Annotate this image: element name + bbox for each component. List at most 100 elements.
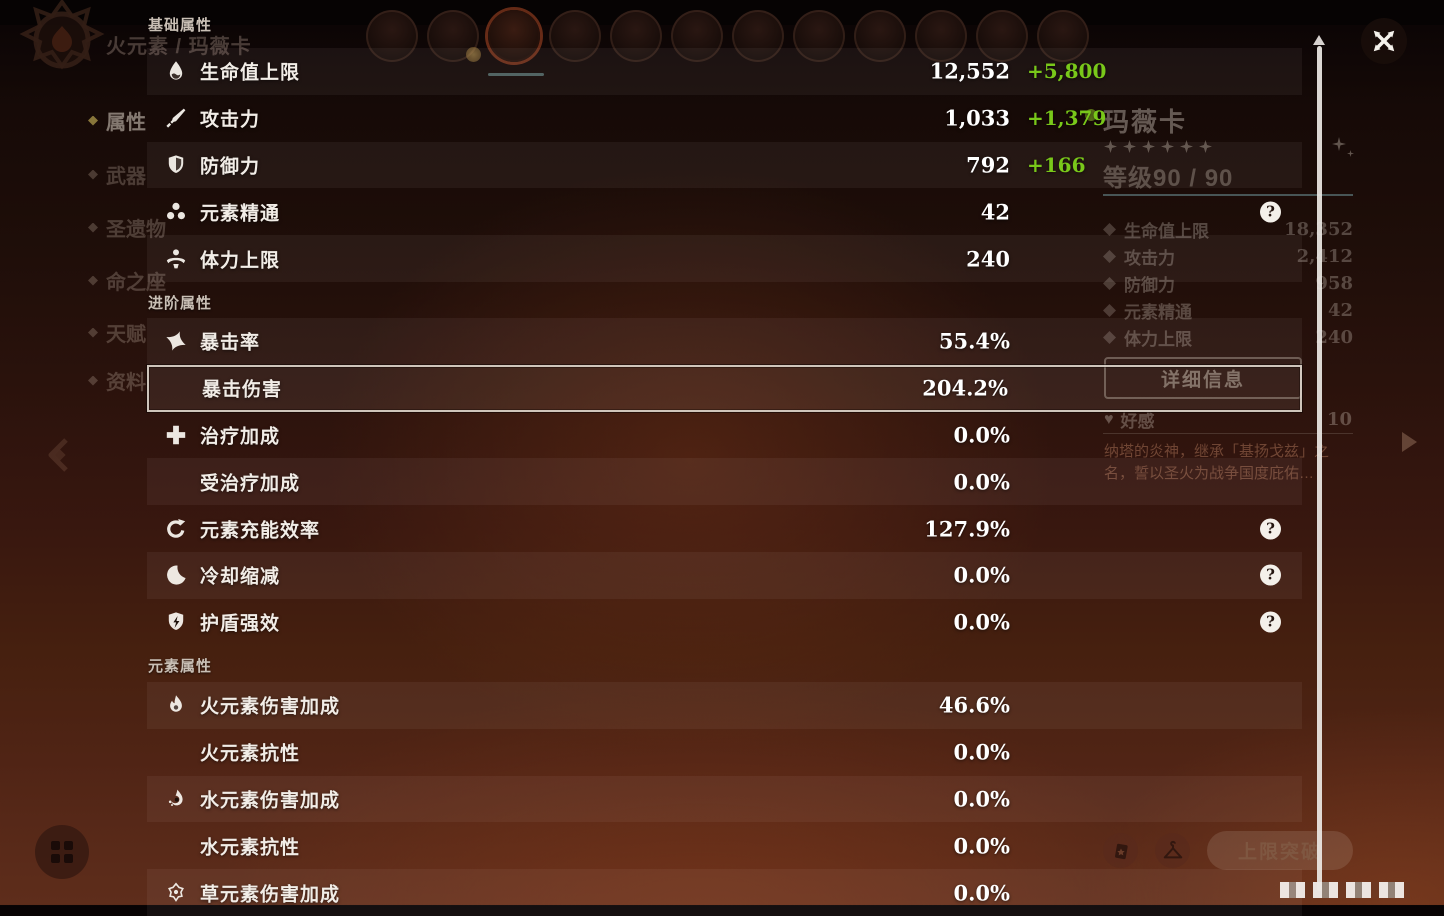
scroll-up-arrow-icon[interactable] — [1313, 35, 1325, 45]
stat-glyph-icon — [1103, 331, 1116, 344]
character-card-button[interactable] — [1103, 833, 1138, 868]
selected-avatar-underline — [488, 73, 544, 76]
party-avatar[interactable] — [427, 10, 481, 62]
sword-icon — [164, 106, 188, 130]
section-title: 元素属性 — [148, 658, 213, 675]
stat-row[interactable]: 生命值上限 12,552 +5,800 — [147, 48, 1302, 95]
stat-row[interactable]: 防御力 792 +166 — [147, 141, 1302, 189]
stat-row[interactable]: 受治疗加成 0.0% — [147, 458, 1302, 506]
nav-label: 圣遗物 — [106, 219, 166, 241]
ascension-button[interactable]: 上限突破 — [1207, 831, 1353, 870]
stat-label: 暴击率 — [200, 332, 261, 354]
diamond-bullet-icon — [88, 169, 98, 180]
element-badge-icon — [1085, 109, 1097, 121]
nav-item-6[interactable]: 资料 — [88, 366, 146, 395]
card-stat-label: 体力上限 — [1124, 330, 1192, 349]
card-divider — [1103, 433, 1353, 434]
stat-label: 元素精通 — [200, 203, 281, 225]
wardrobe-button[interactable] — [1155, 833, 1190, 868]
party-avatar[interactable] — [854, 10, 906, 62]
stat-row[interactable]: 水元素伤害加成 0.0% — [147, 775, 1302, 823]
nav-label: 属性 — [106, 112, 146, 134]
party-overview-button[interactable] — [35, 825, 89, 879]
hanger-icon — [1163, 840, 1182, 858]
friendship-label: 好感 — [1120, 412, 1155, 431]
stat-bonus-value: +5,800 — [1027, 59, 1107, 84]
previous-character-arrow-icon[interactable] — [44, 436, 72, 479]
party-avatar[interactable] — [793, 10, 845, 62]
party-avatar[interactable] — [732, 10, 784, 62]
stat-row[interactable]: 冷却缩减 0.0%? — [147, 552, 1302, 599]
party-avatar[interactable] — [976, 10, 1028, 62]
nav-item-4[interactable]: 命之座 — [88, 266, 166, 295]
stat-row[interactable]: 火元素伤害加成 46.6% — [147, 682, 1302, 729]
help-icon[interactable]: ? — [1260, 611, 1281, 633]
description-line: 纳塔的炎神，继承「基扬戈兹」之 — [1104, 443, 1330, 460]
nav-label: 命之座 — [106, 272, 166, 294]
stat-row[interactable]: 元素充能效率 127.9%? — [147, 505, 1302, 552]
stat-row[interactable]: 体力上限 240 — [147, 235, 1302, 282]
nav-item-5[interactable]: 天赋 — [88, 318, 146, 347]
help-icon[interactable]: ? — [1260, 201, 1281, 223]
section-title: 进阶属性 — [148, 295, 213, 312]
card-stat-value: 240 — [1315, 327, 1353, 348]
stat-value: 12,552 — [929, 58, 1010, 84]
next-character-arrow-icon[interactable] — [1402, 432, 1417, 452]
help-icon[interactable]: ? — [1260, 518, 1281, 540]
card-stat-row: 元素精通 42 — [1103, 297, 1353, 324]
nav-item-3[interactable]: 圣遗物 — [88, 213, 166, 242]
stat-row[interactable]: 攻击力 1,033 +1,379 — [147, 95, 1302, 142]
stat-label: 火元素抗性 — [200, 743, 301, 765]
party-avatar[interactable] — [366, 10, 418, 62]
stat-row[interactable]: 草元素伤害加成 0.0% — [147, 869, 1302, 916]
party-avatar[interactable] — [1037, 10, 1089, 62]
card-stat-label: 攻击力 — [1124, 249, 1175, 268]
diamond-bullet-icon — [88, 115, 98, 126]
party-avatar[interactable] — [671, 10, 723, 62]
stat-bonus-value: +1,379 — [1027, 106, 1107, 131]
stat-row[interactable]: 元素精通 42? — [147, 188, 1302, 235]
card-stat-label: 生命值上限 — [1124, 222, 1209, 241]
stat-row[interactable]: 火元素抗性 0.0% — [147, 729, 1302, 776]
card-stat-value: 958 — [1315, 273, 1353, 294]
stat-label: 火元素伤害加成 — [200, 696, 341, 718]
stat-value: 127.9% — [924, 516, 1010, 542]
party-avatar[interactable] — [915, 10, 967, 62]
nav-label: 天赋 — [106, 324, 146, 346]
stat-glyph-icon — [1103, 250, 1116, 263]
party-avatar[interactable] — [549, 10, 601, 62]
elemental-mastery-icon — [164, 200, 188, 224]
stat-value: 240 — [966, 246, 1010, 272]
sparkle-icon — [1347, 150, 1354, 157]
stat-value: 0.0% — [953, 786, 1011, 812]
stat-value: 0.0% — [953, 739, 1011, 765]
stat-value: 42 — [980, 199, 1010, 225]
nav-item-1[interactable]: 属性 — [88, 106, 146, 135]
heart-icon: ♥ — [1104, 410, 1114, 428]
help-icon[interactable]: ? — [1260, 564, 1281, 586]
stat-label: 元素充能效率 — [200, 520, 321, 542]
character-description: 纳塔的炎神，继承「基扬戈兹」之 名，誓以圣火为战争国度庇佑… — [1104, 441, 1358, 485]
stat-row[interactable]: 暴击率 55.4% — [147, 318, 1302, 365]
card-star-icon — [1114, 843, 1128, 859]
nav-item-2[interactable]: 武器 — [88, 160, 146, 189]
stat-label: 防御力 — [200, 156, 261, 178]
stat-label: 受治疗加成 — [200, 473, 301, 495]
character-name: 玛薇卡 — [1103, 107, 1188, 137]
card-stat-row: 攻击力 2,412 — [1103, 243, 1353, 270]
party-avatar[interactable] — [610, 10, 662, 62]
stat-row[interactable]: 护盾强效 0.0%? — [147, 599, 1302, 646]
stat-label: 暴击伤害 — [202, 379, 283, 401]
scrollbar[interactable] — [1317, 46, 1322, 891]
friendship-value: 10 — [1326, 409, 1352, 430]
party-avatar-selected[interactable] — [488, 10, 540, 62]
stat-row[interactable]: 治疗加成 0.0% — [147, 412, 1302, 459]
card-stat-value: 42 — [1327, 300, 1353, 321]
stat-row[interactable]: 水元素抗性 0.0% — [147, 822, 1302, 869]
close-button[interactable] — [1361, 18, 1407, 64]
healing-plus-icon — [164, 423, 188, 447]
top-letterbox-band — [0, 0, 1444, 25]
stat-value: 0.0% — [953, 833, 1011, 859]
stat-row-selected[interactable]: 暴击伤害 204.2% — [147, 364, 1302, 412]
stat-value: 55.4% — [938, 328, 1010, 354]
